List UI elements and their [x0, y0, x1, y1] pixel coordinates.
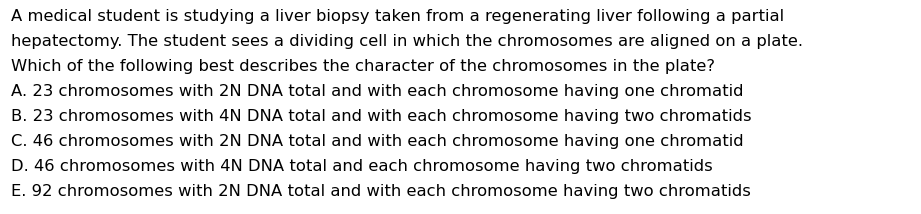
Text: D. 46 chromosomes with 4N DNA total and each chromosome having two chromatids: D. 46 chromosomes with 4N DNA total and …: [11, 159, 713, 174]
Text: C. 46 chromosomes with 2N DNA total and with each chromosome having one chromati: C. 46 chromosomes with 2N DNA total and …: [11, 134, 743, 149]
Text: B. 23 chromosomes with 4N DNA total and with each chromosome having two chromati: B. 23 chromosomes with 4N DNA total and …: [11, 109, 752, 124]
Text: A medical student is studying a liver biopsy taken from a regenerating liver fol: A medical student is studying a liver bi…: [11, 9, 784, 24]
Text: Which of the following best describes the character of the chromosomes in the pl: Which of the following best describes th…: [11, 59, 715, 74]
Text: hepatectomy. The student sees a dividing cell in which the chromosomes are align: hepatectomy. The student sees a dividing…: [11, 34, 803, 49]
Text: A. 23 chromosomes with 2N DNA total and with each chromosome having one chromati: A. 23 chromosomes with 2N DNA total and …: [11, 84, 743, 99]
Text: E. 92 chromosomes with 2N DNA total and with each chromosome having two chromati: E. 92 chromosomes with 2N DNA total and …: [11, 184, 751, 199]
